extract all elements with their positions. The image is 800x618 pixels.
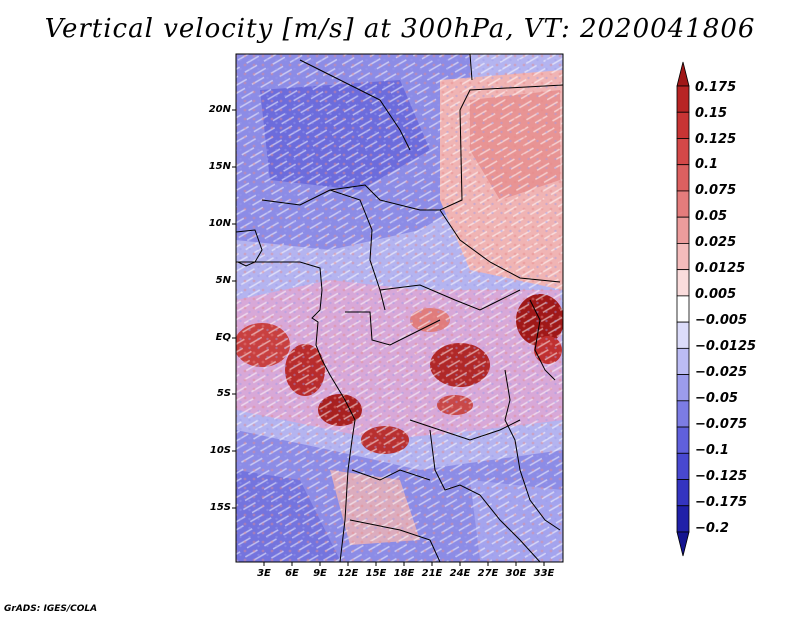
colorbar-label: −0.1: [695, 443, 729, 458]
colorbar-segment: [676, 321, 690, 349]
lon-label-18e: 18E: [393, 568, 415, 579]
lat-label-15s: 15S: [209, 502, 231, 513]
colorbar-label: −0.075: [695, 417, 748, 432]
colorbar-segment: [676, 243, 690, 271]
colorbar-label: −0.175: [695, 495, 748, 510]
colorbar-label: 0.1: [695, 157, 719, 172]
country-borders: [236, 54, 563, 562]
colorbar-segment: [676, 61, 690, 87]
colorbar-label: −0.025: [695, 365, 748, 380]
colorbar-segment: [676, 505, 690, 533]
colorbar-label: 0.0125: [695, 261, 746, 276]
lat-label-5s: 5S: [216, 388, 231, 399]
colorbar-segment: [676, 400, 690, 428]
colorbar-segment: [676, 479, 690, 507]
colorbar-segment: [676, 347, 690, 375]
lon-label-33e: 33E: [533, 568, 555, 579]
colorbar-segment: [676, 452, 690, 480]
colorbar-segment: [676, 138, 690, 166]
lat-label-10n: 10N: [208, 218, 231, 229]
footer-credit: GrADS: IGES/COLA: [4, 604, 98, 614]
lon-label-15e: 15E: [365, 568, 387, 579]
lon-label-3e: 3E: [257, 568, 271, 579]
lat-label-10s: 10S: [209, 445, 231, 456]
colorbar-label: −0.2: [695, 521, 729, 536]
colorbar-label: 0.175: [695, 80, 737, 95]
lat-label-15n: 15N: [208, 161, 231, 172]
lat-ticks: [232, 109, 236, 509]
colorbar-label: 0.15: [695, 106, 728, 121]
colorbar-label: 0.075: [695, 183, 737, 198]
lon-label-27e: 27E: [477, 568, 499, 579]
colorbar-label: −0.0125: [695, 339, 757, 354]
colorbar-label: −0.005: [695, 313, 748, 328]
colorbar-segment: [676, 164, 690, 192]
colorbar: [676, 61, 690, 557]
lon-label-9e: 9E: [313, 568, 327, 579]
colorbar-segment: [676, 190, 690, 218]
lon-ticks: [263, 562, 545, 566]
colorbar-label: 0.05: [695, 209, 728, 224]
colorbar-segment: [676, 374, 690, 402]
vertical-velocity-field: [236, 54, 563, 562]
colorbar-segment: [676, 269, 690, 297]
colorbar-segment: [676, 426, 690, 454]
colorbar-segment: [676, 216, 690, 244]
lon-label-21e: 21E: [421, 568, 443, 579]
lat-label-20n: 20N: [208, 104, 231, 115]
colorbar-segment: [676, 531, 690, 557]
lat-label-5n: 5N: [215, 275, 231, 286]
map-title: Vertical velocity [m/s] at 300hPa, VT: 2…: [44, 14, 756, 44]
lat-label-eq: EQ: [215, 332, 231, 343]
lon-label-6e: 6E: [285, 568, 299, 579]
colorbar-label: 0.125: [695, 132, 737, 147]
colorbar-segment: [676, 85, 690, 113]
lon-label-30e: 30E: [505, 568, 527, 579]
colorbar-label: 0.005: [695, 287, 737, 302]
colorbar-segment: [676, 295, 690, 323]
lon-label-12e: 12E: [337, 568, 359, 579]
colorbar-label: −0.125: [695, 469, 748, 484]
colorbar-segment: [676, 111, 690, 139]
map-frame: [235, 53, 564, 563]
lon-label-24e: 24E: [449, 568, 471, 579]
colorbar-label: −0.05: [695, 391, 738, 406]
colorbar-label: 0.025: [695, 235, 737, 250]
